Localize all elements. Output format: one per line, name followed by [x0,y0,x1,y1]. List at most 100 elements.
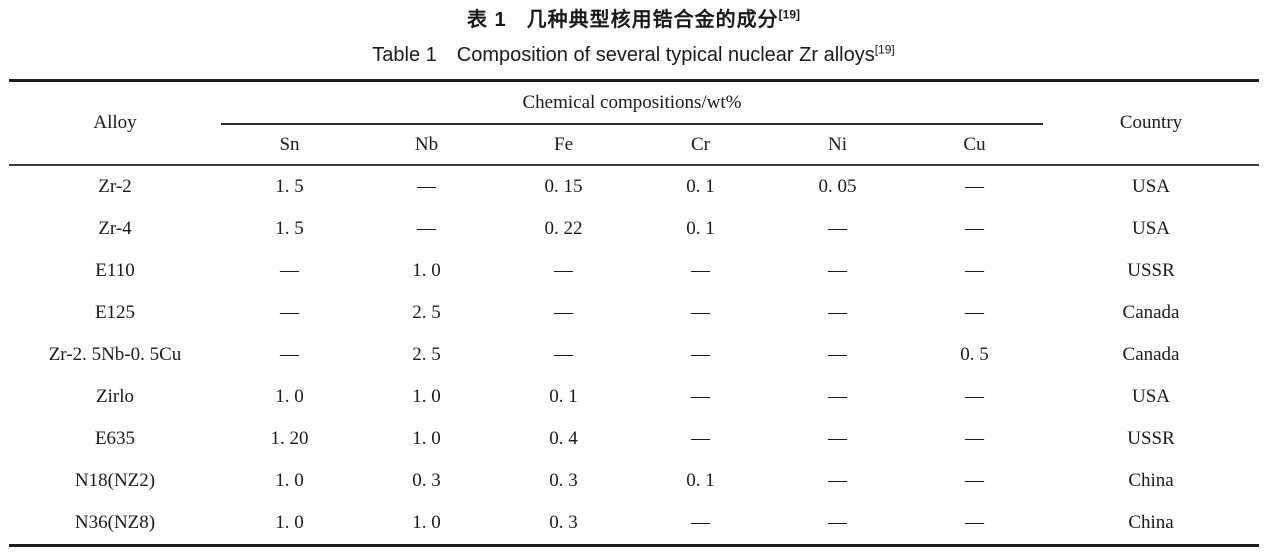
value-sn: — [280,260,299,281]
table-row: N18(NZ2) 1. 0 0. 3 0. 3 0. 1 — — China [9,460,1259,502]
value-ni: — [828,512,847,533]
value-nb: — [417,176,436,197]
col-header-fe: Fe [554,133,573,155]
value-ni: — [828,260,847,281]
value-fe: 0. 1 [549,386,578,407]
value-ni: 0. 05 [818,176,857,197]
table-row: E125 — 2. 5 — — — — Canada [9,292,1259,334]
country: China [1128,512,1174,533]
value-nb: 1. 0 [412,512,441,533]
table-row: E110 — 1. 0 — — — — USSR [9,250,1259,292]
col-header-cr: Cr [691,133,710,155]
table-title-en: Table 1 Composition of several typical nu… [0,42,1267,68]
alloy-name: E110 [95,260,135,281]
country: USSR [1127,260,1175,281]
value-cr: — [691,260,710,281]
value-cu: — [965,512,984,533]
country: USSR [1127,428,1175,449]
value-cu: 0. 5 [960,344,989,365]
table-row: Zr-4 1. 5 — 0. 22 0. 1 — — USA [9,208,1259,250]
col-header-ni: Ni [828,133,847,155]
country: China [1128,470,1174,491]
col-header-alloy: Alloy [93,112,137,133]
value-nb: 2. 5 [412,344,441,365]
value-cr: 0. 1 [686,218,715,239]
value-fe: 0. 4 [549,428,578,449]
value-nb: 0. 3 [412,470,441,491]
value-ni: — [828,344,847,365]
value-nb: — [417,218,436,239]
value-cu: — [965,176,984,197]
country: USA [1132,176,1171,197]
alloy-name: E635 [94,428,136,449]
alloy-name: N18(NZ2) [74,470,156,491]
alloy-name: E125 [94,302,136,323]
table-row: N36(NZ8) 1. 0 1. 0 0. 3 — — — China [9,502,1259,546]
value-cr: — [691,386,710,407]
alloy-name: Zr-4 [98,218,132,239]
value-sn: 1. 0 [275,470,304,491]
value-nb: 1. 0 [412,428,441,449]
value-ni: — [828,470,847,491]
alloy-name: Zr-2 [98,176,132,197]
value-cu: — [965,260,984,281]
table-title-zh: 表 1 几种典型核用锆合金的成分[19] [0,0,1267,33]
value-cr: — [691,344,710,365]
alloy-name: Zirlo [96,386,134,407]
col-header-nb: Nb [414,133,439,155]
value-ni: — [828,218,847,239]
value-sn: — [280,302,299,323]
value-ni: — [828,302,847,323]
table-title-zh-text: 几种典型核用锆合金的成分 [526,9,779,31]
value-sn: 1. 20 [270,428,309,449]
value-fe: — [554,302,573,323]
value-cr: 0. 1 [686,470,715,491]
table-title-en-text: Composition of several typical nuclear Z… [456,44,875,66]
value-sn: 1. 0 [275,386,304,407]
value-sn: 1. 5 [275,218,304,239]
value-sn: 1. 0 [275,512,304,533]
table-header: Alloy Chemical compositions/wt% Country … [9,80,1260,165]
table-title-zh-citation: [19] [778,7,801,22]
value-ni: — [828,428,847,449]
table-title-zh-label: 表 1 [466,9,507,31]
col-header-cu: Cu [963,133,986,155]
value-cr: 0. 1 [686,176,715,197]
country: USA [1132,386,1171,407]
col-header-chemical-compositions: Chemical compositions/wt% [221,80,1044,125]
value-cu: — [965,470,984,491]
value-sn: 1. 5 [275,176,304,197]
value-ni: — [828,386,847,407]
value-fe: — [554,260,573,281]
value-nb: 2. 5 [412,302,441,323]
composition-table: Alloy Chemical compositions/wt% Country … [9,79,1260,547]
value-cu: — [965,218,984,239]
value-fe: 0. 15 [544,176,583,197]
value-cu: — [965,302,984,323]
value-cr: — [691,302,710,323]
value-fe: 0. 22 [544,218,583,239]
country: Canada [1122,302,1180,323]
value-sn: — [280,344,299,365]
table-title-en-citation: [19] [874,42,895,57]
table-row: E635 1. 20 1. 0 0. 4 — — — USSR [9,418,1259,460]
table-row: Zr-2 1. 5 — 0. 15 0. 1 0. 05 — USA [9,165,1259,208]
alloy-name: N36(NZ8) [74,512,156,533]
table-row: Zirlo 1. 0 1. 0 0. 1 — — — USA [9,376,1259,418]
table-row: Zr-2. 5Nb-0. 5Cu — 2. 5 — — — 0. 5 Canada [9,334,1259,376]
value-fe: 0. 3 [549,512,578,533]
value-cr: — [691,512,710,533]
value-cr: — [691,428,710,449]
col-header-country: Country [1119,112,1183,133]
value-cu: — [965,428,984,449]
alloy-name: Zr-2. 5Nb-0. 5Cu [48,344,182,365]
table-title-en-label: Table 1 [372,44,437,66]
value-fe: — [554,344,573,365]
value-nb: 1. 0 [412,386,441,407]
value-fe: 0. 3 [549,470,578,491]
country: USA [1132,218,1171,239]
value-cu: — [965,386,984,407]
country: Canada [1122,344,1180,365]
col-header-sn: Sn [279,133,300,155]
